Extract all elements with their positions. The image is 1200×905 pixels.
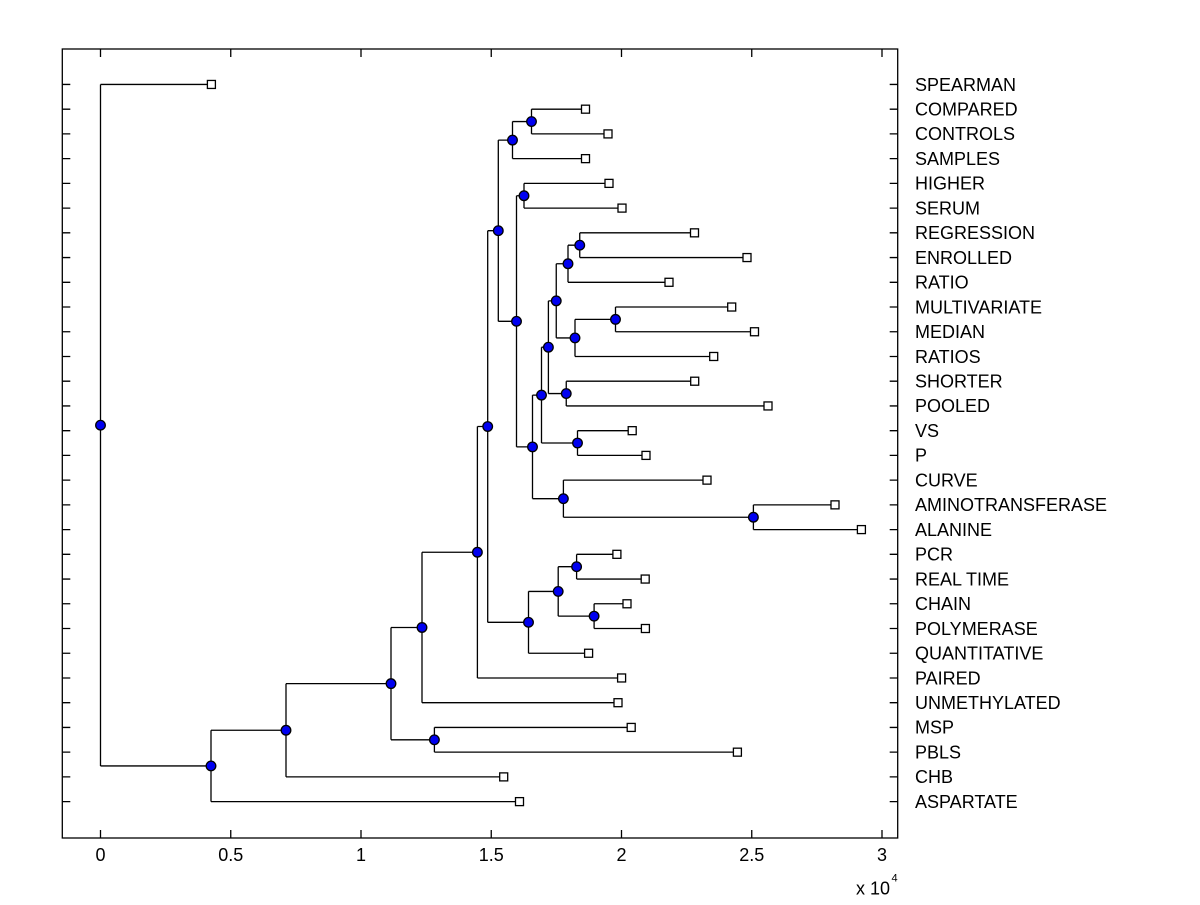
svg-text:REAL TIME: REAL TIME: [915, 569, 1009, 589]
svg-text:CONTROLS: CONTROLS: [915, 124, 1015, 144]
svg-text:HIGHER: HIGHER: [915, 174, 985, 194]
svg-text:PBLS: PBLS: [915, 742, 961, 762]
svg-text:P: P: [915, 446, 927, 466]
svg-text:PAIRED: PAIRED: [915, 668, 981, 688]
svg-text:AMINOTRANSFERASE: AMINOTRANSFERASE: [915, 495, 1107, 515]
svg-text:SAMPLES: SAMPLES: [915, 149, 1000, 169]
svg-text:ASPARTATE: ASPARTATE: [915, 792, 1018, 812]
svg-text:VS: VS: [915, 421, 939, 441]
svg-text:MSP: MSP: [915, 718, 954, 738]
svg-text:CHAIN: CHAIN: [915, 594, 971, 614]
svg-text:SHORTER: SHORTER: [915, 372, 1003, 392]
svg-text:0: 0: [95, 845, 105, 865]
svg-text:UNMETHYLATED: UNMETHYLATED: [915, 693, 1061, 713]
svg-text:POOLED: POOLED: [915, 396, 990, 416]
svg-text:0.5: 0.5: [218, 845, 243, 865]
svg-text:4: 4: [892, 873, 898, 885]
svg-text:CURVE: CURVE: [915, 470, 978, 490]
svg-text:RATIOS: RATIOS: [915, 347, 981, 367]
svg-text:1.5: 1.5: [479, 845, 504, 865]
svg-text:POLYMERASE: POLYMERASE: [915, 619, 1038, 639]
svg-text:MULTIVARIATE: MULTIVARIATE: [915, 297, 1042, 317]
svg-text:QUANTITATIVE: QUANTITATIVE: [915, 644, 1043, 664]
svg-text:ENROLLED: ENROLLED: [915, 248, 1012, 268]
svg-text:COMPARED: COMPARED: [915, 99, 1018, 119]
svg-text:ALANINE: ALANINE: [915, 520, 992, 540]
svg-text:CHB: CHB: [915, 767, 953, 787]
svg-text:REGRESSION: REGRESSION: [915, 223, 1035, 243]
svg-text:2.5: 2.5: [739, 845, 764, 865]
svg-text:SERUM: SERUM: [915, 198, 980, 218]
svg-text:PCR: PCR: [915, 545, 953, 565]
svg-text:MEDIAN: MEDIAN: [915, 322, 985, 342]
svg-text:2: 2: [616, 845, 626, 865]
svg-text:SPEARMAN: SPEARMAN: [915, 75, 1016, 95]
svg-text:3: 3: [877, 845, 887, 865]
svg-text:RATIO: RATIO: [915, 273, 969, 293]
svg-text:1: 1: [356, 845, 366, 865]
svg-text:x 10: x 10: [856, 879, 890, 899]
